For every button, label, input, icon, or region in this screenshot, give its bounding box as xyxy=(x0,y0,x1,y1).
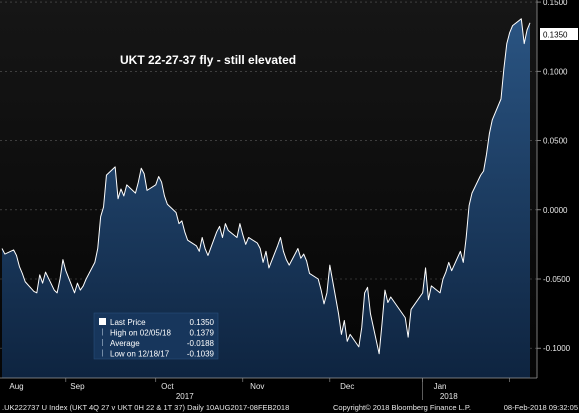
y-tick-label: 0.1500 xyxy=(543,0,568,7)
x-tick-label: Aug xyxy=(9,382,23,391)
last-value-badge-text: 0.1350 xyxy=(543,31,568,40)
last-value-badge: 0.1350 xyxy=(540,28,578,40)
legend-value: 0.1379 xyxy=(190,329,215,338)
legend-box xyxy=(93,312,219,360)
series-area xyxy=(2,18,530,379)
x-tick-label: Nov xyxy=(250,382,264,391)
footer-ticker: .UK222737 U Index (UKT 4Q 27 v UKT 0H 22… xyxy=(2,403,289,412)
x-year-label: 2017 xyxy=(176,392,194,401)
footer-copyright: Copyright© 2018 Bloomberg Finance L.P. xyxy=(333,403,471,412)
x-tick-label: Sep xyxy=(70,382,85,391)
legend: Last Price 0.1350 High on 02/05/18 0.1379 Av… xyxy=(93,312,219,360)
x-axis: Aug Sep Oct Nov Dec Jan 2017 2018 xyxy=(0,377,537,401)
footer: .UK222737 U Index (UKT 4Q 27 v UKT 0H 22… xyxy=(2,403,578,412)
x-year-label: 2018 xyxy=(440,392,458,401)
legend-value: -0.1039 xyxy=(187,350,215,359)
legend-value: -0.0188 xyxy=(187,339,215,348)
legend-value: 0.1350 xyxy=(190,318,215,327)
y-tick-label: 0.1000 xyxy=(543,67,568,76)
legend-label: High on 02/05/18 xyxy=(110,329,171,338)
y-tick-label: 0.0000 xyxy=(543,206,568,215)
y-tick-label: -0.0500 xyxy=(543,275,571,284)
series-line-path xyxy=(1,18,531,355)
legend-swatch xyxy=(99,318,106,325)
series-area-fill xyxy=(2,18,530,379)
legend-label: Average xyxy=(110,339,140,348)
x-tick-label: Dec xyxy=(340,382,354,391)
legend-label: Last Price xyxy=(110,318,146,327)
y-tick-label: -0.1000 xyxy=(543,344,571,353)
x-tick-label: Jan xyxy=(434,382,447,391)
x-tick-label: Oct xyxy=(161,382,174,391)
footer-timestamp: 08-Feb-2018 09:32:05 xyxy=(504,403,578,412)
last-value-badge-box xyxy=(540,28,578,40)
y-tick-label: 0.0500 xyxy=(543,137,568,146)
series-line xyxy=(1,18,531,355)
chart-title: UKT 22-27-37 fly - still elevated xyxy=(120,53,296,67)
y-axis: 0.1500 0.1000 0.0500 0.0000 -0.0500 -0.1000 xyxy=(536,0,571,378)
legend-label: Low on 12/18/17 xyxy=(110,350,170,359)
